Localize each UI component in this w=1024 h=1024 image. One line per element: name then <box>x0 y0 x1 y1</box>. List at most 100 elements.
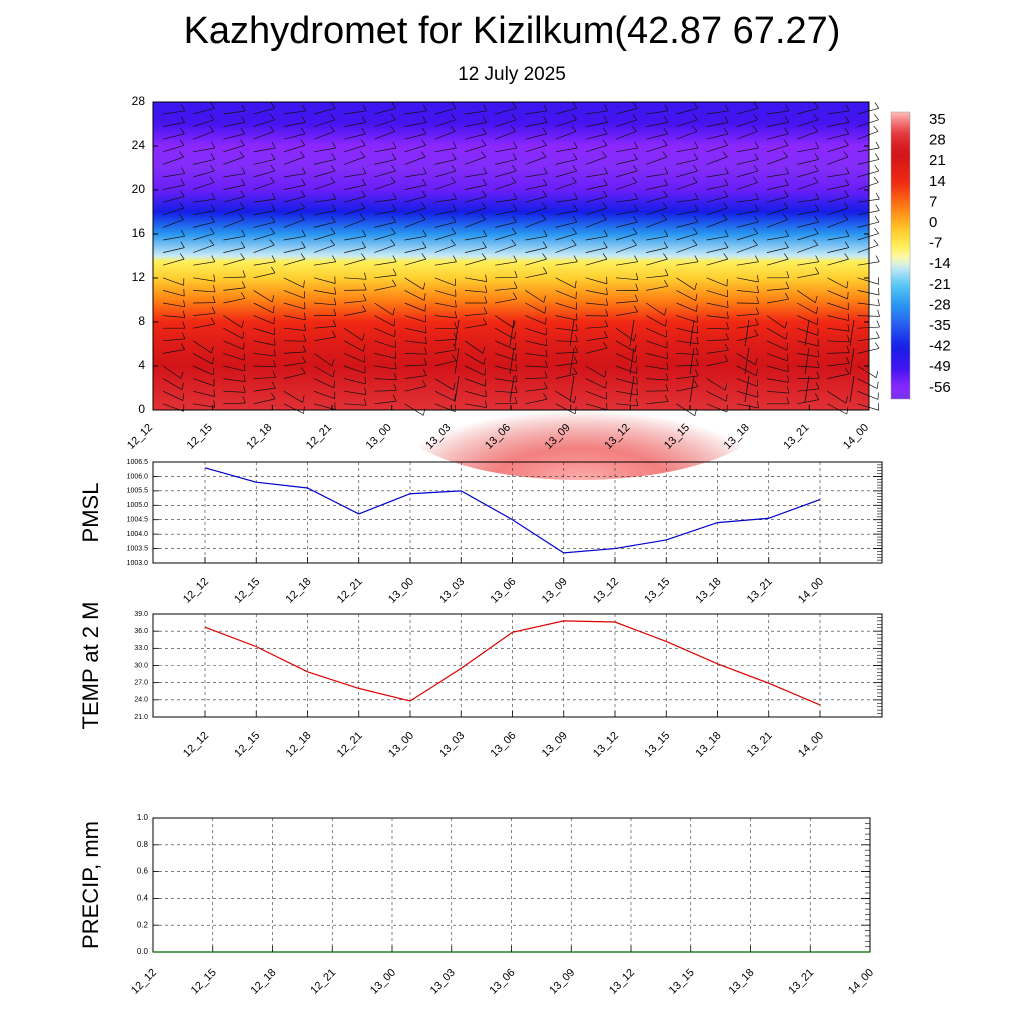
wind-barb-flag <box>754 329 759 336</box>
wind-barb-flag <box>692 113 698 121</box>
wind-barb <box>797 388 820 392</box>
wind-barb-flag <box>180 343 185 350</box>
wind-barb <box>676 147 699 153</box>
wind-barb-flag <box>605 298 609 306</box>
wind-barb <box>434 198 457 203</box>
wind-barb <box>464 207 487 216</box>
wind-barb <box>615 198 638 203</box>
wind-barb <box>313 336 336 342</box>
wind-barb <box>344 184 366 190</box>
wind-barb <box>193 159 215 165</box>
wind-barb-flag <box>269 239 275 246</box>
wind-barb <box>162 349 185 354</box>
wind-barb <box>804 319 810 347</box>
wind-barb <box>454 347 460 375</box>
wind-barb <box>434 147 457 153</box>
wind-barb <box>313 365 334 378</box>
wind-barb <box>766 340 788 351</box>
wind-barb-flag <box>331 102 336 109</box>
wind-barb <box>223 219 245 228</box>
wind-barb-flag <box>360 151 366 158</box>
wind-barb-flag <box>180 371 184 379</box>
wind-barb <box>646 378 669 381</box>
wind-barb <box>223 340 244 350</box>
wind-barb <box>646 340 668 349</box>
y-tick-label: 0.2 <box>137 920 149 929</box>
wind-barb <box>253 353 276 357</box>
wind-barb <box>676 261 699 266</box>
wind-barb-flag <box>604 320 609 327</box>
wind-barb-flag <box>391 102 396 109</box>
wind-barb <box>646 327 667 338</box>
wind-barb <box>223 353 245 361</box>
wind-barb <box>857 233 879 241</box>
x-tick-label: 13_12 <box>607 967 637 997</box>
wind-barb-flag <box>484 285 488 293</box>
y-tick-label: 24.0 <box>134 697 148 704</box>
wind-barb <box>344 378 366 385</box>
wind-barb-flag <box>754 153 759 160</box>
wind-barb <box>283 390 303 403</box>
wind-barb-flag <box>273 349 276 357</box>
wind-barb <box>193 221 215 228</box>
wind-barb-flag <box>724 229 729 237</box>
wind-barb-flag <box>181 332 186 340</box>
wind-barb <box>434 349 457 354</box>
wind-barb <box>344 258 366 266</box>
colorbar-label: -28 <box>929 296 951 313</box>
wind-barb-flag <box>484 368 487 376</box>
wind-barb <box>374 244 396 253</box>
wind-barb <box>374 210 397 216</box>
wind-barb <box>374 159 396 165</box>
wind-barb <box>646 247 668 253</box>
wind-barb <box>464 365 486 376</box>
wind-barb <box>464 247 487 253</box>
wind-barb <box>736 130 758 140</box>
wind-barb-flag <box>424 325 427 333</box>
wind-barb-flag <box>330 176 336 183</box>
heatmap-x-tick-label: 12_18 <box>244 422 274 452</box>
heatmap-x-tick-label: 14_00 <box>841 422 871 452</box>
wind-barb-flag <box>693 102 698 109</box>
y-tick-label: 1.0 <box>137 813 149 822</box>
y-tick-label: 1006.5 <box>127 459 149 466</box>
wind-barb <box>555 403 576 415</box>
wind-barb-flag <box>271 392 276 400</box>
wind-barb-flag <box>873 239 879 246</box>
wind-barb <box>162 184 185 190</box>
wind-barb <box>555 302 577 310</box>
wind-barb-flag <box>786 271 790 278</box>
wind-barb <box>374 170 396 178</box>
colorbar-label: -42 <box>929 338 951 355</box>
wind-barb <box>797 107 819 115</box>
wind-barb-flag <box>692 239 698 246</box>
wind-barb <box>404 315 426 323</box>
wind-barb-flag <box>362 229 367 237</box>
wind-barb <box>162 390 184 401</box>
wind-barb <box>253 261 276 266</box>
wind-barb <box>223 235 246 241</box>
wind-barb <box>434 221 457 228</box>
wind-barb-flag <box>814 216 819 223</box>
wind-barb-flag <box>303 334 307 342</box>
wind-barb <box>736 221 759 228</box>
wind-barb-flag <box>754 204 759 211</box>
wind-barb-flag <box>723 190 729 197</box>
wind-barb <box>193 353 213 365</box>
wind-barb <box>646 173 668 178</box>
wind-barb <box>646 235 668 241</box>
wind-barb <box>555 244 577 253</box>
x-tick-label: 13_21 <box>786 967 816 997</box>
wind-barb-flag <box>664 269 669 276</box>
wind-barb <box>827 235 850 241</box>
wind-barb <box>629 319 635 347</box>
wind-barb-flag <box>422 229 427 237</box>
wind-barb-flag <box>362 167 367 174</box>
wind-barb-flag <box>482 318 487 325</box>
wind-barb <box>615 261 638 266</box>
wind-barb-flag <box>694 380 699 387</box>
wind-barb <box>464 110 487 115</box>
wind-barb-flag <box>302 345 307 353</box>
wind-barb <box>585 302 608 306</box>
wind-barb <box>313 390 335 400</box>
